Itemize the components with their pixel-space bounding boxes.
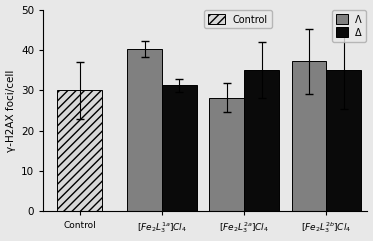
Bar (210, 98, 244, 212)
Bar (57, 90, 102, 212)
Bar (127, 49, 162, 212)
Bar (292, 61, 326, 212)
Legend: Λ, Δ: Λ, Δ (332, 10, 366, 42)
Bar (244, 70, 279, 212)
Bar (326, 70, 361, 212)
Y-axis label: γ-H2AX foci/cell: γ-H2AX foci/cell (6, 69, 16, 152)
Bar (162, 86, 197, 212)
